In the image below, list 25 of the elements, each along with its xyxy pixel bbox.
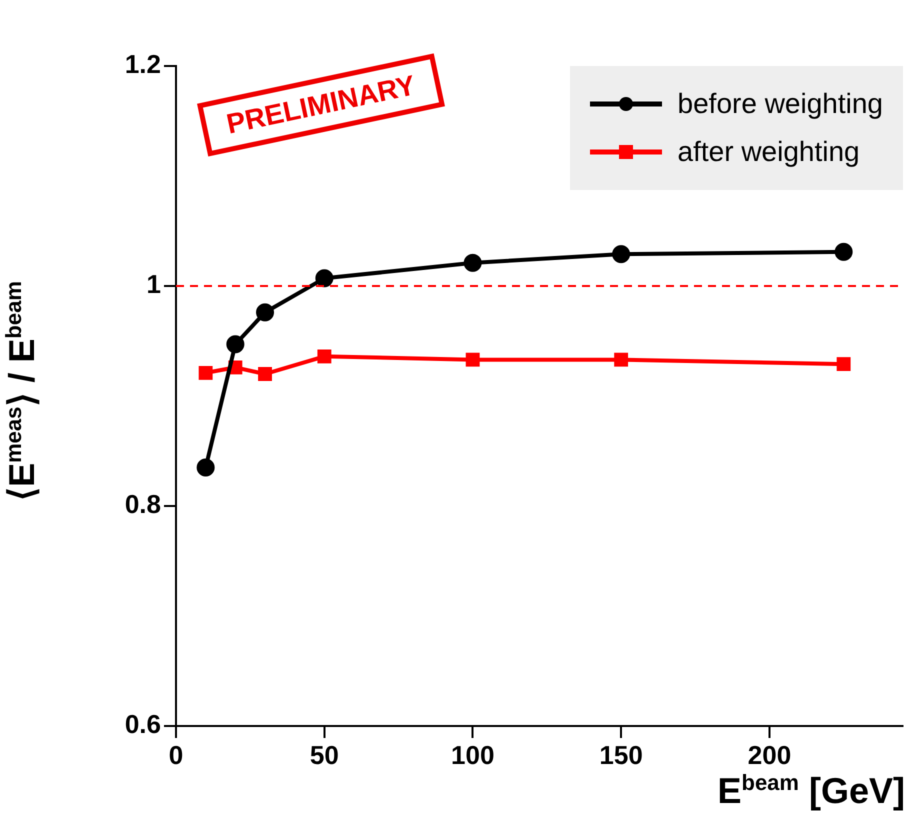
- point: [614, 352, 628, 367]
- point: [464, 254, 482, 272]
- point: [612, 245, 630, 264]
- x-tick-label: 200: [748, 740, 792, 770]
- point: [198, 366, 213, 380]
- point: [258, 367, 272, 381]
- point: [315, 269, 334, 288]
- legend-label: before weighting: [678, 88, 883, 120]
- y-tick-label: 0.6: [124, 709, 161, 740]
- point: [836, 357, 851, 372]
- y-tick-label: 1: [146, 269, 161, 300]
- point: [317, 349, 332, 364]
- y-tick-label: 0.8: [124, 489, 161, 520]
- legend-label: after weighting: [678, 136, 860, 168]
- x-tick-label: 0: [168, 740, 184, 770]
- y-tick-label: 1.2: [124, 49, 161, 80]
- x-axis-title: E$^{beam}$ [GeV]: [717, 770, 905, 812]
- point: [226, 335, 244, 354]
- x-tick-label: 100: [451, 740, 494, 770]
- x-tick-label: 150: [599, 740, 643, 770]
- point: [256, 303, 274, 322]
- x-tick-label: 50: [310, 740, 339, 770]
- point: [196, 458, 215, 476]
- point: [466, 352, 480, 367]
- point: [834, 242, 853, 261]
